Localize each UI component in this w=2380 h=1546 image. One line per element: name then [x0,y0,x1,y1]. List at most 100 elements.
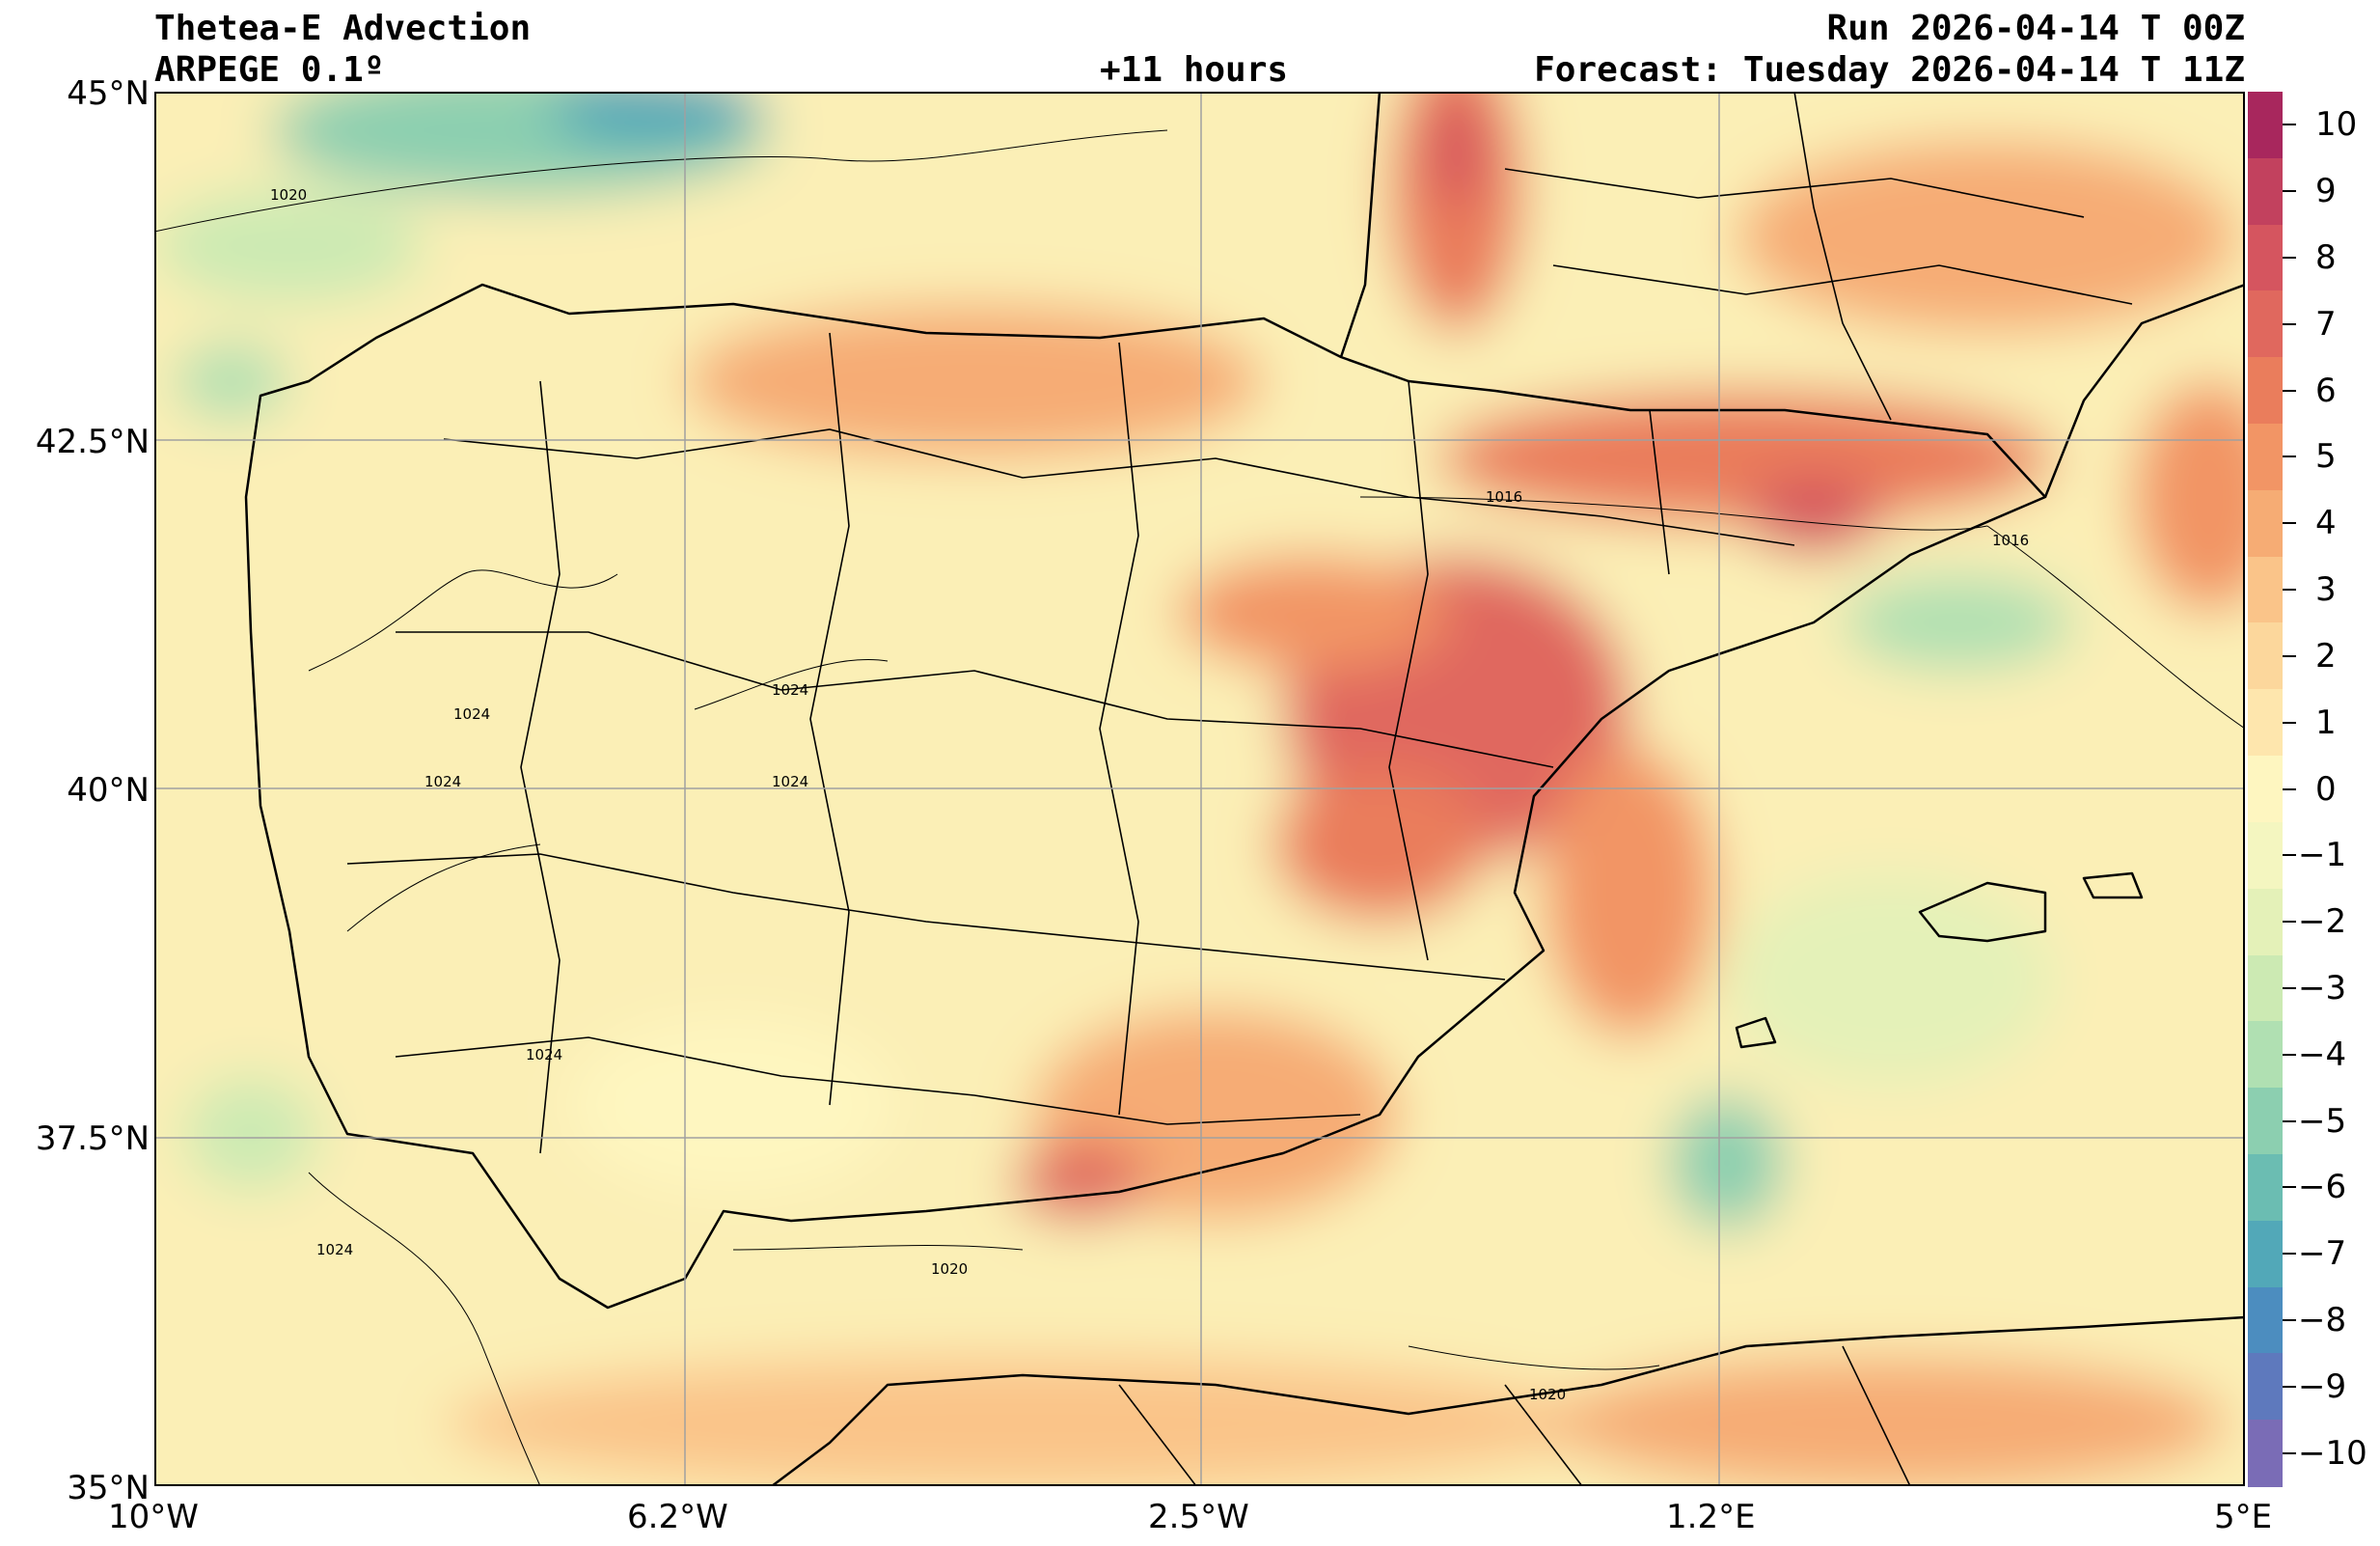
colorbar-label: 9 [2315,172,2337,211]
isobar-label: 1016 [1486,488,1522,506]
isobar-label: 1024 [772,681,808,699]
lon-tick-label: 6.2°W [627,1498,728,1536]
colorbar-swatch [2248,290,2283,359]
lon-tick-label: 2.5°W [1148,1498,1249,1536]
mallorca-coastline [1918,881,2047,943]
run-label: Run 2026-04-14 T 00Z [1826,9,2245,48]
north-african-coastline [771,1315,2245,1486]
colorbar-tick [2283,1253,2296,1256]
lon-tick-label: 10°W [108,1498,199,1536]
colorbar-swatch [2248,689,2283,758]
colorbar-tick [2283,721,2296,724]
colorbar-tick [2283,921,2296,924]
colorbar-label: −9 [2298,1367,2347,1406]
lead-time-label: +11 hours [1100,50,1289,90]
colorbar-tick [2283,986,2296,989]
isobar-label: 1024 [526,1046,562,1063]
colorbar-label: 3 [2315,570,2337,610]
colorbar-swatch [2248,1021,2283,1090]
lat-tick-label: 42.5°N [35,423,150,461]
colorbar-tick [2283,322,2296,325]
isobar-label: 1016 [1992,532,2029,549]
isobars [154,129,2245,1486]
colorbar-swatch [2248,1420,2283,1487]
isobar-label: 1024 [453,705,490,723]
colorbar-tick [2283,1451,2296,1454]
colorbar-tick [2283,1318,2296,1321]
forecast-label: Forecast: Tuesday 2026-04-14 T 11Z [1534,50,2245,90]
region-borders [346,92,2133,1486]
colorbar-swatch [2248,756,2283,823]
colorbar-tick [2283,456,2296,458]
colorbar-label: −4 [2298,1035,2347,1074]
ibiza-coastline [1735,1016,1777,1049]
isobar-label: 1024 [316,1241,353,1258]
colorbar-label: 1 [2315,703,2337,742]
model-label: ARPEGE 0.1º [154,50,385,90]
colorbar-tick [2283,854,2296,857]
colorbar-tick [2283,787,2296,790]
colorbar-swatch [2248,954,2283,1023]
isobar-label: 1020 [1529,1386,1566,1403]
lat-tick-label: 45°N [67,74,150,113]
iberian-coastline [244,283,2047,1310]
colorbar-label: 2 [2315,636,2337,676]
colorbar-tick [2283,190,2296,193]
map-panel: 1020 1024 1024 1024 1024 1024 1024 1020 … [154,92,2245,1486]
colorbar-tick [2283,1385,2296,1388]
colorbar-label: −1 [2298,836,2347,875]
isobar-label: 1020 [270,186,307,204]
colorbar-label: 7 [2315,304,2337,344]
colorbar-swatch [2248,92,2283,159]
colorbar-swatch [2248,556,2283,624]
colorbar-label: 4 [2315,504,2337,543]
colorbar-tick [2283,1119,2296,1122]
colorbar-swatch [2248,357,2283,426]
lat-tick-label: 40°N [67,771,150,810]
colorbar-tick [2283,124,2296,126]
gridlines [154,92,2245,1486]
colorbar-label: −10 [2298,1433,2367,1473]
isobar-labels: 1020 1024 1024 1024 1024 1024 1024 1020 … [270,186,2029,1403]
colorbar-tick [2283,589,2296,592]
colorbar-swatch [2248,424,2283,491]
colorbar-swatch [2248,888,2283,956]
colorbar-swatch [2248,622,2283,691]
france-border [1339,92,1381,358]
colorbar-tick [2283,1053,2296,1056]
colorbar-label: −3 [2298,968,2347,1008]
colorbar-tick [2283,257,2296,260]
lat-tick-label: 37.5°N [35,1119,150,1158]
colorbar-label: −8 [2298,1300,2347,1339]
colorbar-label: −7 [2298,1234,2347,1274]
colorbar-label: −2 [2298,902,2347,942]
colorbar-label: 5 [2315,437,2337,477]
colorbar-label: −5 [2298,1101,2347,1141]
colorbar-label: 8 [2315,238,2337,278]
colorbar-label: 10 [2315,105,2358,145]
menorca-coastline [2082,871,2144,899]
colorbar-swatch [2248,489,2283,558]
lon-tick-label: 1.2°E [1666,1498,1756,1536]
isobar-label: 1020 [931,1260,968,1278]
colorbar-swatch [2248,821,2283,890]
colorbar-swatch [2248,1153,2283,1222]
isobar-label: 1024 [424,773,461,790]
isobar-label: 1024 [772,773,808,790]
colorbar-swatch [2248,1286,2283,1355]
colorbar-swatch [2248,224,2283,292]
lon-tick-label: 5°E [2214,1498,2273,1536]
colorbar [2248,92,2283,1487]
colorbar-tick [2283,1186,2296,1189]
colorbar-label: 0 [2315,769,2337,809]
colorbar-swatch [2248,157,2283,226]
colorbar-label: 6 [2315,371,2337,410]
map-title: Thetea-E Advection [154,9,532,48]
colorbar-tick [2283,522,2296,525]
italy-border [2043,283,2245,498]
coastlines-and-borders [244,92,2245,1486]
lat-tick-label: 35°N [67,1469,150,1507]
colorbar-label: −6 [2298,1168,2347,1207]
colorbar-tick [2283,654,2296,657]
colorbar-swatch [2248,1220,2283,1288]
